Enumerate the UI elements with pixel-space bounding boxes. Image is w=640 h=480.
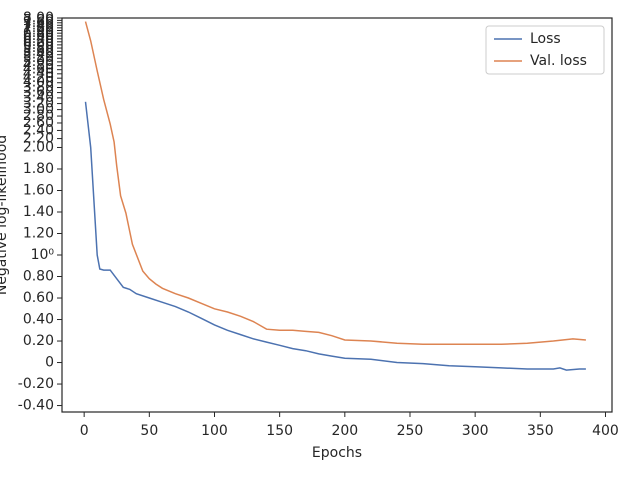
y-tick-label: 3.20 — [23, 96, 54, 112]
y-tick-label: 3.80 — [23, 80, 54, 96]
y-tick-label: 2.60 — [23, 115, 54, 131]
y-axis-label: Negative log-likelihood — [0, 135, 10, 295]
legend-label: Val. loss — [530, 53, 587, 69]
y-tick-label: 6.60 — [23, 28, 54, 44]
y-tick-label: 6.00 — [23, 37, 54, 53]
x-tick-label: 100 — [201, 423, 228, 439]
legend-box — [485, 25, 605, 75]
y-tick-label: 1.60 — [23, 182, 54, 198]
y-tick-label: 2.40 — [23, 122, 54, 138]
y-tick-label: 6.40 — [23, 31, 54, 47]
x-tick-label: 350 — [527, 423, 554, 439]
y-tick-label: 1.40 — [23, 204, 54, 220]
y-tick-label: 5.60 — [23, 43, 54, 59]
y-tick-label: 4.00 — [23, 75, 54, 91]
y-tick-label: 5.80 — [23, 40, 54, 56]
y-tick-label: 3.40 — [23, 90, 54, 106]
y-tick-label: 0.80 — [23, 269, 54, 285]
x-tick-label: 50 — [140, 423, 158, 439]
y-tick-label: 10⁰ — [31, 247, 55, 263]
y-tick-label: -0.20 — [18, 376, 54, 392]
loss-line — [84, 21, 586, 346]
x-tick-label: 250 — [397, 423, 424, 439]
x-tick-label: 300 — [462, 423, 489, 439]
y-tick-label: 2.80 — [23, 108, 54, 124]
y-tick-label: 1.20 — [23, 226, 54, 242]
y-tick-label: 0.40 — [23, 312, 54, 328]
y-tick-label: 0 — [45, 355, 54, 371]
y-tick-label: 3.60 — [23, 85, 54, 101]
y-tick-label: 4.60 — [23, 62, 54, 78]
plot-frame — [61, 17, 613, 413]
x-tick-label: 150 — [266, 423, 293, 439]
y-tick-label: 5.40 — [23, 47, 54, 63]
y-tick-label: 7.00 — [23, 22, 54, 38]
y-tick-label: 8.00 — [23, 10, 54, 26]
x-axis-label: Epochs — [312, 445, 362, 461]
y-tick-label: 6.20 — [23, 34, 54, 50]
y-tick-label: 6.80 — [23, 25, 54, 41]
y-tick-label: 7.80 — [23, 12, 54, 28]
y-tick-label: 3.00 — [23, 102, 54, 118]
loss-line — [84, 101, 586, 371]
y-tick-label: 4.80 — [23, 58, 54, 74]
x-tick-label: 200 — [331, 423, 358, 439]
y-tick-label: 4.40 — [23, 66, 54, 82]
y-tick-label: -0.40 — [18, 398, 54, 414]
x-tick-label: 0 — [80, 423, 89, 439]
y-tick-label: 7.20 — [23, 20, 54, 36]
y-tick-label: 5.00 — [23, 54, 54, 70]
legend-label: Loss — [530, 31, 561, 47]
y-tick-label: 2.00 — [23, 139, 54, 155]
y-tick-label: 0.60 — [23, 290, 54, 306]
y-tick-label: 7.60 — [23, 15, 54, 31]
x-tick-label: 400 — [592, 423, 619, 439]
y-tick-label: 4.20 — [23, 70, 54, 86]
y-tick-label: 2.20 — [23, 131, 54, 147]
y-tick-label: 7.40 — [23, 17, 54, 33]
y-tick-label: 0.20 — [23, 333, 54, 349]
y-tick-label: 1.80 — [23, 161, 54, 177]
y-tick-label: 5.20 — [23, 50, 54, 66]
